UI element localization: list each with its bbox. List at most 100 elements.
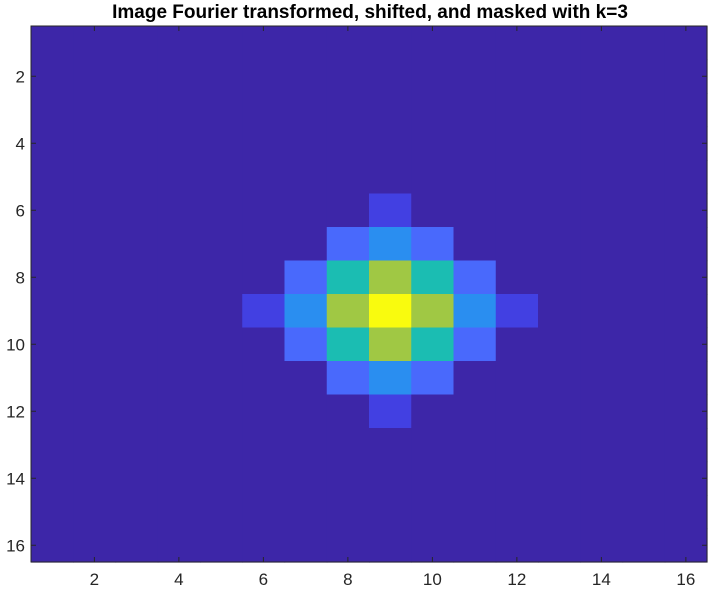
heatmap-cell bbox=[157, 428, 201, 463]
heatmap-cell bbox=[31, 361, 74, 396]
heatmap-cell bbox=[73, 495, 117, 530]
heatmap-cell bbox=[326, 327, 370, 362]
heatmap-cell bbox=[31, 495, 74, 530]
heatmap-cell bbox=[453, 327, 497, 362]
heatmap-cell bbox=[622, 227, 666, 262]
heatmap-cell bbox=[664, 495, 708, 530]
heatmap-cell bbox=[242, 59, 286, 94]
heatmap-cell bbox=[200, 294, 243, 329]
heatmap-cell bbox=[664, 193, 708, 228]
heatmap-cell bbox=[495, 59, 539, 94]
heatmap-cell bbox=[622, 93, 666, 128]
heatmap-cell bbox=[200, 126, 243, 161]
heatmap-cell bbox=[73, 327, 117, 362]
heatmap-cell bbox=[580, 93, 624, 128]
heatmap-cell bbox=[664, 294, 708, 329]
heatmap-cell bbox=[453, 428, 497, 463]
heatmap-cell bbox=[369, 93, 412, 128]
heatmap-cell bbox=[31, 528, 74, 563]
heatmap-cell bbox=[411, 327, 455, 362]
heatmap-cell bbox=[157, 260, 201, 295]
heatmap-cell bbox=[622, 193, 666, 228]
heatmap-cell bbox=[115, 528, 159, 563]
heatmap-cell bbox=[664, 461, 708, 496]
heatmap-cell bbox=[580, 327, 624, 362]
heatmap-cell bbox=[622, 528, 666, 563]
heatmap-cell bbox=[538, 193, 581, 228]
heatmap-cell bbox=[284, 193, 328, 228]
heatmap-cell bbox=[73, 461, 117, 496]
heatmap-cell bbox=[31, 394, 74, 429]
y-tick-label: 6 bbox=[16, 201, 25, 220]
heatmap-cell bbox=[453, 361, 497, 396]
heatmap-cell bbox=[31, 126, 74, 161]
heatmap-cell bbox=[242, 260, 286, 295]
heatmap-cell bbox=[31, 294, 74, 329]
heatmap-cell bbox=[580, 126, 624, 161]
heatmap-cell bbox=[242, 327, 286, 362]
heatmap-cell bbox=[538, 528, 581, 563]
heatmap-cell bbox=[538, 461, 581, 496]
heatmap-cell bbox=[453, 193, 497, 228]
heatmap-cell bbox=[326, 26, 370, 61]
heatmap-cell bbox=[284, 394, 328, 429]
heatmap-cell bbox=[495, 428, 539, 463]
y-tick-label: 14 bbox=[6, 469, 25, 488]
heatmap-cell bbox=[157, 394, 201, 429]
heatmap-cell bbox=[580, 294, 624, 329]
heatmap-cell bbox=[411, 126, 455, 161]
heatmap-cell bbox=[115, 227, 159, 262]
chart-title: Image Fourier transformed, shifted, and … bbox=[112, 2, 628, 23]
heatmap-cell bbox=[157, 160, 201, 195]
heatmap-cell bbox=[622, 160, 666, 195]
heatmap-cell bbox=[200, 327, 243, 362]
heatmap-cell bbox=[369, 528, 412, 563]
heatmap-cell bbox=[115, 428, 159, 463]
heatmap-cell bbox=[495, 495, 539, 530]
heatmap-cell bbox=[495, 93, 539, 128]
heatmap-cell bbox=[622, 495, 666, 530]
heatmap-cell bbox=[664, 59, 708, 94]
heatmap-cell bbox=[580, 260, 624, 295]
heatmap-cell bbox=[284, 93, 328, 128]
heatmap-cell bbox=[200, 260, 243, 295]
heatmap-cell bbox=[495, 193, 539, 228]
heatmap-cell bbox=[242, 26, 286, 61]
heatmap-cell bbox=[580, 394, 624, 429]
heatmap-cell bbox=[538, 495, 581, 530]
heatmap-cell bbox=[411, 495, 455, 530]
x-tick-label: 12 bbox=[507, 570, 526, 589]
heatmap-cell bbox=[580, 495, 624, 530]
heatmap-cell bbox=[200, 428, 243, 463]
heatmap-cell bbox=[31, 160, 74, 195]
heatmap-cell bbox=[411, 59, 455, 94]
heatmap-cell bbox=[157, 461, 201, 496]
heatmap-cell bbox=[326, 428, 370, 463]
heatmap-cell bbox=[664, 260, 708, 295]
heatmap-cell bbox=[284, 327, 328, 362]
heatmap-cell bbox=[73, 260, 117, 295]
heatmap-cell bbox=[200, 394, 243, 429]
heatmap-cell bbox=[284, 227, 328, 262]
heatmap-cell bbox=[200, 26, 243, 61]
heatmap-cell bbox=[580, 227, 624, 262]
heatmap-cell bbox=[538, 26, 581, 61]
heatmap-cell bbox=[411, 528, 455, 563]
y-tick-label: 16 bbox=[6, 536, 25, 555]
heatmap-cell bbox=[157, 93, 201, 128]
heatmap-cell bbox=[31, 461, 74, 496]
heatmap-cell bbox=[369, 327, 412, 362]
heatmap-cell bbox=[453, 160, 497, 195]
heatmap-cell bbox=[242, 227, 286, 262]
heatmap-cell bbox=[453, 294, 497, 329]
heatmap-cell bbox=[115, 193, 159, 228]
heatmap-cell bbox=[157, 495, 201, 530]
heatmap-cell bbox=[495, 528, 539, 563]
heatmap-cell bbox=[242, 93, 286, 128]
heatmap-cell bbox=[115, 59, 159, 94]
heatmap-cell bbox=[453, 126, 497, 161]
heatmap-cell bbox=[157, 26, 201, 61]
heatmap-cell bbox=[664, 394, 708, 429]
heatmap-cell bbox=[31, 59, 74, 94]
heatmap-cell bbox=[242, 394, 286, 429]
